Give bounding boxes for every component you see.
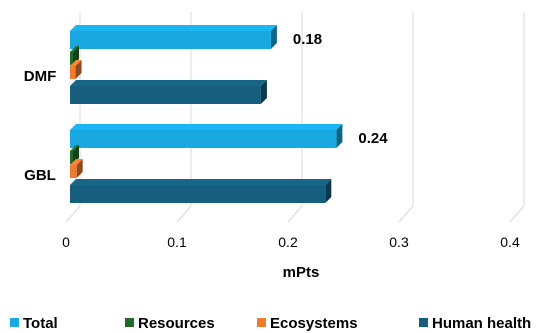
legend: Total Resources Ecosystems Human health xyxy=(10,315,531,332)
legend-label: Resources xyxy=(138,315,215,332)
legend-label: Ecosystems xyxy=(270,315,358,332)
x-tick-label: 0 xyxy=(62,234,70,250)
data-labels: 0.18 0.24 xyxy=(293,31,388,147)
legend-label: Total xyxy=(23,315,58,332)
category-labels: DMF GBL xyxy=(24,68,57,184)
legend-item-human-health: Human health xyxy=(419,315,531,332)
x-axis-title: mPts xyxy=(283,264,320,281)
bar-dmf-ecosystems xyxy=(70,60,82,79)
data-label-gbl: 0.24 xyxy=(358,130,388,147)
legend-item-ecosystems: Ecosystems xyxy=(257,315,358,332)
data-label-dmf: 0.18 xyxy=(293,31,322,48)
bar-dmf-total xyxy=(70,25,277,49)
gridline-floor xyxy=(509,205,525,223)
x-tick-label: 0.2 xyxy=(278,234,298,250)
legend-swatch xyxy=(125,318,134,327)
x-tick-label: 0.4 xyxy=(500,234,520,250)
bars xyxy=(70,25,343,203)
gridline-floor xyxy=(176,205,192,223)
x-tick-labels: 0 0.1 0.2 0.3 0.4 xyxy=(62,234,520,250)
category-label-dmf: DMF xyxy=(24,68,57,85)
bar-gbl-total xyxy=(70,124,343,148)
bar-gbl-human-health xyxy=(70,179,332,203)
legend-swatch xyxy=(257,318,266,327)
legend-item-resources: Resources xyxy=(125,315,215,332)
gridline-floor xyxy=(65,205,81,223)
legend-swatch xyxy=(10,318,19,327)
bar-gbl-ecosystems xyxy=(70,159,83,178)
x-tick-label: 0.1 xyxy=(167,234,187,250)
gridline-floor xyxy=(398,205,414,223)
bar-dmf-human-health xyxy=(70,80,267,104)
x-tick-label: 0.3 xyxy=(389,234,409,250)
gridline-floor xyxy=(287,205,303,223)
legend-label: Human health xyxy=(432,315,531,332)
legend-swatch xyxy=(419,318,428,327)
legend-item-total: Total xyxy=(10,315,58,332)
category-label-gbl: GBL xyxy=(24,167,56,184)
